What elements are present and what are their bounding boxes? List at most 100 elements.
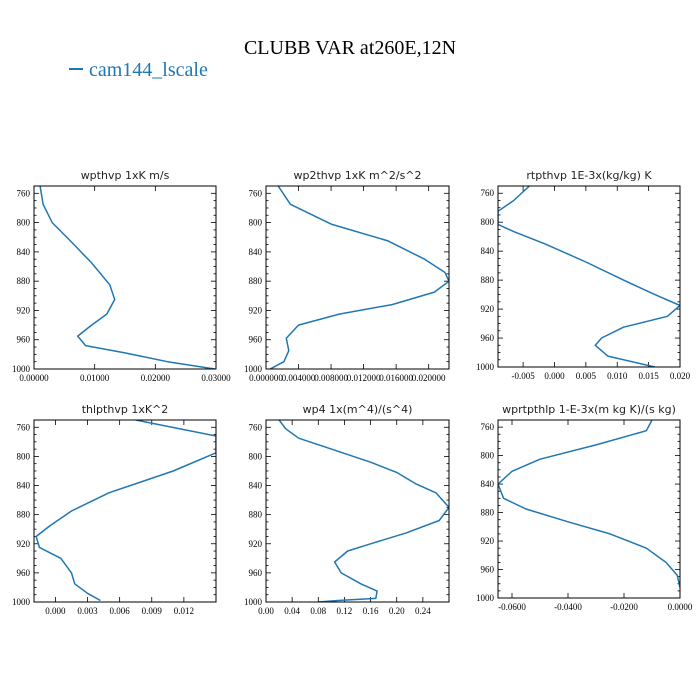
subplot-title: rtpthvp 1E-3x(kg/kg) K (526, 169, 652, 182)
subplot-grid: wpthvp 1xK m/s76080084088092096010000.00… (12, 169, 693, 616)
x-tick-label: 0.010 (607, 371, 628, 381)
y-tick-label: 960 (17, 568, 31, 578)
x-tick-label: 0.24 (415, 606, 431, 616)
y-tick-label: 1000 (12, 597, 31, 607)
x-tick-label: -0.0400 (554, 602, 582, 612)
y-tick-label: 760 (481, 422, 495, 432)
y-tick-label: 960 (249, 568, 263, 578)
y-tick-label: 920 (481, 536, 495, 546)
series-line (498, 186, 680, 367)
series-line (278, 420, 449, 602)
figure-legend: cam144_lscale (69, 59, 208, 81)
y-tick-label: 1000 (244, 364, 263, 374)
y-tick-label: 1000 (476, 593, 495, 603)
y-tick-label: 840 (249, 247, 263, 257)
subplot-4: thlpthvp 1xK^2 760 800 840 880 920 960 1000 0.00… (12, 403, 217, 616)
plot-frame (265, 419, 450, 603)
y-tick-label: 760 (249, 188, 263, 198)
x-tick-label: 0.20 (389, 606, 405, 616)
x-tick-label: 0.01000 (80, 373, 110, 383)
y-tick-label: 1000 (244, 597, 263, 607)
plot-frame (497, 419, 681, 599)
y-tick-label: 760 (17, 422, 31, 432)
y-tick-label: 960 (481, 565, 495, 575)
x-tick-label: 0.006 (110, 606, 131, 616)
x-tick-label: 0.0000 (668, 602, 693, 612)
y-tick-label: 880 (481, 275, 495, 285)
y-tick-label: 760 (481, 188, 495, 198)
x-tick-label: 0.009 (142, 606, 163, 616)
y-tick-label: 880 (17, 276, 31, 286)
x-tick-label: 0.08 (310, 606, 326, 616)
subplot-title: wprtpthlp 1-E-3x(m kg K)/(s kg) (502, 403, 676, 416)
y-tick-label: 960 (249, 335, 263, 345)
y-tick-label: 840 (249, 481, 263, 491)
y-tick-label: 880 (249, 510, 263, 520)
x-tick-label: 0.00 (258, 606, 274, 616)
series-line (39, 186, 215, 369)
subplot-6: wprtpthlp 1-E-3x(m kg K)/(s kg) 760 800 840… (476, 403, 693, 612)
x-tick-label: 0.016000 (379, 373, 413, 383)
x-tick-label: 0.02000 (141, 373, 171, 383)
y-tick-label: 1000 (12, 364, 31, 374)
x-tick-label: 0.012000 (347, 373, 381, 383)
y-tick-label: 800 (249, 218, 263, 228)
subplot-5: wp4 1x(m^4)/(s^4)76080084088092096010000… (244, 403, 450, 616)
y-tick-label: 800 (481, 451, 495, 461)
y-tick-label: 920 (17, 539, 31, 549)
x-tick-label: 0.000 (45, 606, 66, 616)
series-line (498, 420, 680, 588)
subplot-title: wpthvp 1xK m/s (81, 169, 170, 182)
y-tick-label: 800 (17, 451, 31, 461)
y-tick-label: 960 (17, 335, 31, 345)
y-tick-label: 760 (249, 422, 263, 432)
y-tick-label: 880 (17, 510, 31, 520)
x-tick-label: 0.03000 (201, 373, 231, 383)
x-tick-label: 0.000000 (249, 373, 283, 383)
legend-label: cam144_lscale (89, 59, 208, 81)
x-tick-label: 0.16 (363, 606, 379, 616)
y-tick-label: 1000 (476, 362, 495, 372)
x-tick-label: -0.0600 (498, 602, 526, 612)
x-tick-label: -0.005 (511, 371, 535, 381)
subplot-1: wpthvp 1xK m/s 760 800 840 880 920 960 10000.00… (12, 169, 231, 383)
y-tick-label: 840 (17, 247, 31, 257)
plot-frame (265, 185, 450, 370)
y-tick-label: 760 (17, 188, 31, 198)
y-tick-label: 920 (249, 539, 263, 549)
subplot-title: wp4 1x(m^4)/(s^4) (303, 403, 413, 416)
x-tick-label: 0.020000 (412, 373, 446, 383)
series-line (269, 186, 449, 369)
y-tick-label: 840 (481, 479, 495, 489)
y-tick-label: 800 (481, 217, 495, 227)
x-tick-label: 0.00000 (19, 373, 49, 383)
y-tick-label: 840 (17, 481, 31, 491)
y-tick-label: 800 (17, 218, 31, 228)
x-tick-label: 0.020 (670, 371, 691, 381)
y-tick-label: 960 (481, 333, 495, 343)
y-tick-label: 840 (481, 246, 495, 256)
y-tick-label: 920 (481, 304, 495, 314)
y-tick-label: 880 (249, 276, 263, 286)
x-tick-label: 0.004000 (282, 373, 316, 383)
plot-frame (33, 419, 217, 603)
x-tick-label: 0.000 (544, 371, 565, 381)
x-tick-label: 0.015 (638, 371, 659, 381)
x-tick-label: 0.12 (337, 606, 353, 616)
x-tick-label: 0.008000 (314, 373, 348, 383)
subplot-title: wp2thvp 1xK m^2/s^2 (293, 169, 421, 182)
x-tick-label: 0.003 (77, 606, 98, 616)
y-tick-label: 800 (249, 451, 263, 461)
x-tick-label: 0.04 (284, 606, 300, 616)
plot-frame (33, 185, 217, 370)
y-tick-label: 880 (481, 508, 495, 518)
plot-frame (497, 185, 681, 368)
series-line (35, 420, 216, 602)
y-tick-label: 920 (249, 305, 263, 315)
x-tick-label: -0.0200 (610, 602, 638, 612)
x-tick-label: 0.005 (576, 371, 597, 381)
x-tick-label: 0.012 (174, 606, 194, 616)
y-tick-label: 920 (17, 305, 31, 315)
subplot-title: thlpthvp 1xK^2 (82, 403, 169, 416)
